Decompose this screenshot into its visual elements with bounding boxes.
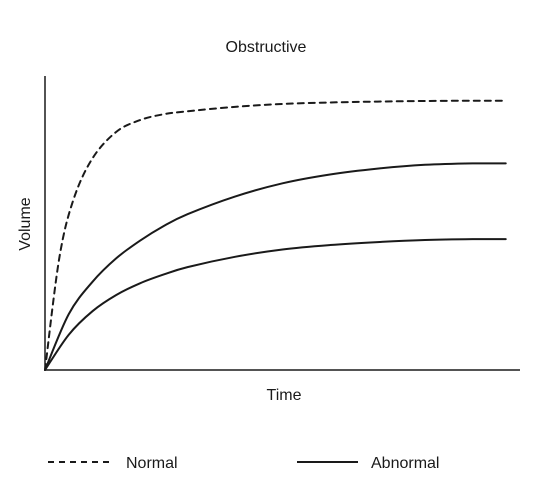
series-abnormal-upper-curve (44, 162, 507, 371)
legend: Normal Abnormal (48, 455, 439, 472)
y-axis-label: Volume (17, 197, 34, 250)
chart-title: Obstructive (226, 39, 307, 56)
series-layer (44, 99, 507, 371)
series-normal-curve (44, 99, 507, 371)
legend-label-normal: Normal (126, 455, 178, 472)
series-abnormal-lower-curve (44, 238, 507, 371)
x-axis-label: Time (267, 387, 302, 404)
legend-label-abnormal: Abnormal (371, 455, 439, 472)
